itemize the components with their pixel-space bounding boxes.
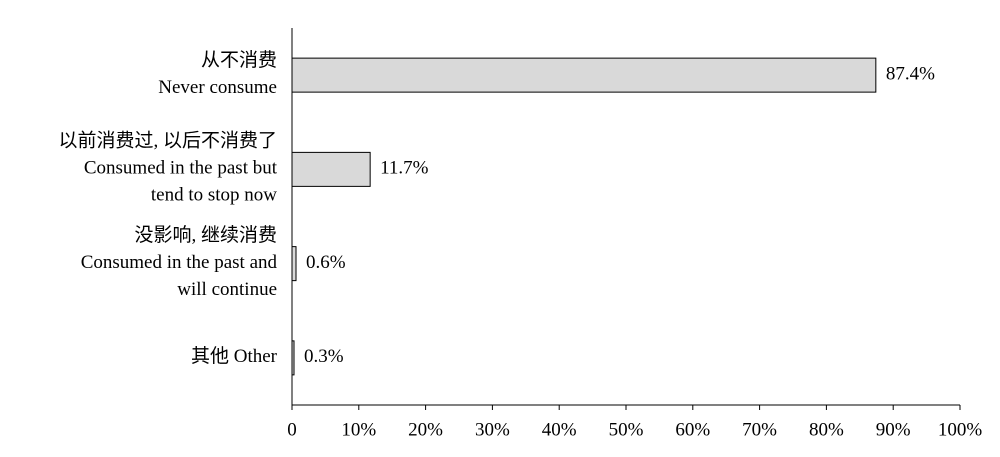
category-label: Consumed in the past but [84, 158, 278, 179]
category-label: 没影响, 继续消费 [134, 224, 277, 246]
bar [291, 246, 297, 282]
category-label: 其他 Other [191, 345, 278, 367]
category-label: Never consume [158, 77, 277, 98]
x-tick-label: 60% [675, 419, 710, 440]
category-label: 以前消费过, 以后不消费了 [58, 130, 277, 152]
x-tick-label: 70% [742, 419, 777, 440]
category-label: will continue [177, 279, 277, 300]
value-label: 87.4% [886, 63, 935, 84]
x-tick-label: 0 [287, 419, 297, 440]
bar [291, 151, 371, 187]
x-tick-label: 50% [609, 419, 644, 440]
bar [291, 340, 295, 376]
x-tick-label: 80% [809, 419, 844, 440]
x-tick-label: 90% [876, 419, 911, 440]
x-tick-label: 40% [542, 419, 577, 440]
value-label: 0.6% [306, 252, 346, 273]
category-label: 从不消费 [201, 49, 277, 71]
category-label: tend to stop now [151, 185, 277, 206]
value-label: 11.7% [380, 158, 429, 179]
value-label: 0.3% [304, 346, 344, 367]
category-label: Consumed in the past and [81, 252, 278, 273]
x-tick-label: 20% [408, 419, 443, 440]
x-tick-label: 30% [475, 419, 510, 440]
bar [291, 57, 877, 93]
x-tick-label: 100% [938, 419, 983, 440]
x-tick-label: 10% [341, 419, 376, 440]
